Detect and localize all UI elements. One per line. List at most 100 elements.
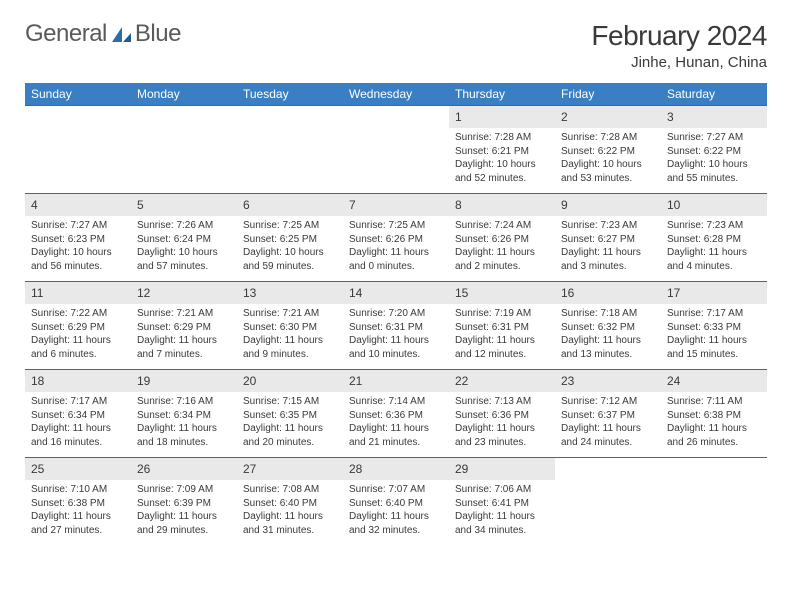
day-number: 18 [31,374,44,388]
day-d2: and 59 minutes. [243,260,337,274]
calendar-cell [25,105,131,193]
brand-word2: Blue [135,20,181,48]
day-number: 23 [561,374,574,388]
day-d1: Daylight: 11 hours [243,422,337,436]
daynum-row: 2 [555,105,661,128]
day-ss: Sunset: 6:25 PM [243,233,337,247]
calendar-cell: 6Sunrise: 7:25 AMSunset: 6:25 PMDaylight… [237,193,343,281]
day-sr: Sunrise: 7:28 AM [455,131,549,145]
day-d2: and 32 minutes. [349,524,443,538]
day-number: 25 [31,462,44,476]
day-info: Sunrise: 7:21 AMSunset: 6:29 PMDaylight:… [131,304,237,363]
day-sr: Sunrise: 7:26 AM [137,219,231,233]
day-sr: Sunrise: 7:27 AM [31,219,125,233]
daynum-row: 19 [131,369,237,392]
day-info: Sunrise: 7:22 AMSunset: 6:29 PMDaylight:… [25,304,131,363]
day-ss: Sunset: 6:21 PM [455,145,549,159]
month-title: February 2024 [591,20,767,52]
day-d1: Daylight: 11 hours [455,246,549,260]
calendar-week: 25Sunrise: 7:10 AMSunset: 6:38 PMDayligh… [25,457,767,545]
day-ss: Sunset: 6:31 PM [349,321,443,335]
calendar-week: 1 Sunrise: 7:28 AMSunset: 6:21 PMDaylight… [25,105,767,193]
day-ss: Sunset: 6:23 PM [31,233,125,247]
day-info: Sunrise: 7:23 AMSunset: 6:27 PMDaylight:… [555,216,661,275]
day-d2: and 27 minutes. [31,524,125,538]
daynum-row: 28 [343,457,449,480]
daynum-row: 6 [237,193,343,216]
calendar-body: 1Sunrise: 7:28 AMSunset: 6:21 PMDaylight… [25,105,767,545]
daynum-row: 1 [449,105,555,128]
day-d1: Daylight: 11 hours [667,246,761,260]
day-ss: Sunset: 6:29 PM [31,321,125,335]
day-info: Sunrise: 7:16 AMSunset: 6:34 PMDaylight:… [131,392,237,451]
day-number: 20 [243,374,256,388]
calendar-week: 11Sunrise: 7:22 AMSunset: 6:29 PMDayligh… [25,281,767,369]
daynum-row: 3 [661,105,767,128]
daynum-row: 5 [131,193,237,216]
daynum-row-empty [555,457,661,480]
daynum-row: 14 [343,281,449,304]
day-ss: Sunset: 6:38 PM [31,497,125,511]
day-info: Sunrise: 7:25 AMSunset: 6:26 PMDaylight:… [343,216,449,275]
day-number: 6 [243,198,250,212]
calendar-cell: 3Sunrise: 7:27 AMSunset: 6:22 PMDaylight… [661,105,767,193]
day-ss: Sunset: 6:38 PM [667,409,761,423]
daynum-row: 7 [343,193,449,216]
day-sr: Sunrise: 7:13 AM [455,395,549,409]
day-d2: and 31 minutes. [243,524,337,538]
daynum-row-empty [237,105,343,128]
daynum-row: 26 [131,457,237,480]
day-number: 1 [455,110,462,124]
daynum-row: 12 [131,281,237,304]
page-header: General Blue February 2024 Jinhe, Hunan,… [25,20,767,71]
calendar-cell: 12Sunrise: 7:21 AMSunset: 6:29 PMDayligh… [131,281,237,369]
day-d2: and 12 minutes. [455,348,549,362]
day-ss: Sunset: 6:26 PM [455,233,549,247]
day-d1: Daylight: 11 hours [349,422,443,436]
day-d1: Daylight: 11 hours [137,334,231,348]
day-d1: Daylight: 11 hours [561,246,655,260]
day-number: 2 [561,110,568,124]
day-d2: and 3 minutes. [561,260,655,274]
calendar-cell: 11Sunrise: 7:22 AMSunset: 6:29 PMDayligh… [25,281,131,369]
day-number: 15 [455,286,468,300]
day-d2: and 23 minutes. [455,436,549,450]
daynum-row: 11 [25,281,131,304]
calendar-head: SundayMondayTuesdayWednesdayThursdayFrid… [25,83,767,105]
day-info: Sunrise: 7:18 AMSunset: 6:32 PMDaylight:… [555,304,661,363]
day-info: Sunrise: 7:28 AMSunset: 6:21 PMDaylight:… [449,128,555,187]
calendar-cell: 2Sunrise: 7:28 AMSunset: 6:22 PMDaylight… [555,105,661,193]
day-info: Sunrise: 7:08 AMSunset: 6:40 PMDaylight:… [237,480,343,539]
day-info: Sunrise: 7:17 AMSunset: 6:34 PMDaylight:… [25,392,131,451]
day-header: Monday [131,83,237,105]
day-ss: Sunset: 6:27 PM [561,233,655,247]
calendar-cell: 5Sunrise: 7:26 AMSunset: 6:24 PMDaylight… [131,193,237,281]
day-ss: Sunset: 6:22 PM [561,145,655,159]
day-number: 17 [667,286,680,300]
day-d2: and 18 minutes. [137,436,231,450]
day-number: 4 [31,198,38,212]
day-d1: Daylight: 11 hours [667,422,761,436]
calendar-cell: 26Sunrise: 7:09 AMSunset: 6:39 PMDayligh… [131,457,237,545]
day-header: Sunday [25,83,131,105]
day-d2: and 4 minutes. [667,260,761,274]
day-info: Sunrise: 7:26 AMSunset: 6:24 PMDaylight:… [131,216,237,275]
day-ss: Sunset: 6:40 PM [243,497,337,511]
day-info: Sunrise: 7:19 AMSunset: 6:31 PMDaylight:… [449,304,555,363]
calendar-cell: 18 Sunrise: 7:17 AMSunset: 6:34 PMDayligh… [25,369,131,457]
day-sr: Sunrise: 7:24 AM [455,219,549,233]
daynum-row: 25 [25,457,131,480]
calendar-cell [661,457,767,545]
daynum-row: 10 [661,193,767,216]
calendar-week: 18 Sunrise: 7:17 AMSunset: 6:34 PMDayligh… [25,369,767,457]
calendar-cell: 14Sunrise: 7:20 AMSunset: 6:31 PMDayligh… [343,281,449,369]
day-number: 19 [137,374,150,388]
day-d1: Daylight: 10 hours [243,246,337,260]
day-number: 10 [667,198,680,212]
day-d1: Daylight: 10 hours [137,246,231,260]
day-ss: Sunset: 6:32 PM [561,321,655,335]
day-sr: Sunrise: 7:10 AM [31,483,125,497]
daynum-row: 17 [661,281,767,304]
day-info: Sunrise: 7:24 AMSunset: 6:26 PMDaylight:… [449,216,555,275]
calendar-cell: 13Sunrise: 7:21 AMSunset: 6:30 PMDayligh… [237,281,343,369]
